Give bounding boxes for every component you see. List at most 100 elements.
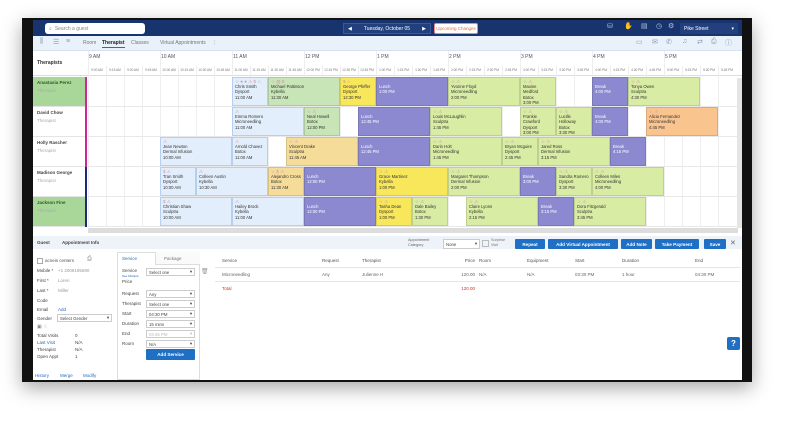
- break-block[interactable]: Break 4:00 PM: [592, 107, 628, 136]
- therapist-row-anastasia-perez[interactable]: Anastasia Perez Therapist: [33, 77, 85, 107]
- prev-day-button[interactable]: ◀: [348, 25, 352, 32]
- appointment-block[interactable]: ⚠ Hailey Brock Kybella 11:00 AM: [232, 197, 304, 226]
- appointment-block[interactable]: ☆ ⚠ Margaret Thompson Dermal Infusion 2:00 …: [448, 167, 520, 196]
- appointment-block[interactable]: ☆ ⚠ Darin Holt Microneedling 1:45 PM: [430, 137, 502, 166]
- add-service-button[interactable]: Add Service: [146, 349, 195, 360]
- therapist-select[interactable]: Select one ▾: [146, 300, 195, 308]
- add-email-link[interactable]: Add: [58, 307, 67, 312]
- chat-icon[interactable]: ▤: [641, 23, 648, 30]
- appointment-block[interactable]: ⚠ Jean Newton Dermal Infusion 10:00 AM: [160, 137, 232, 166]
- appointment-category-select[interactable]: None ▾: [443, 239, 480, 249]
- current-date[interactable]: Tuesday, October 05: [363, 25, 411, 32]
- surprise-visit-checkbox[interactable]: [482, 240, 489, 247]
- list-view-icon[interactable]: ☰: [53, 39, 60, 46]
- break-block[interactable]: Break 3:00 PM: [520, 167, 556, 196]
- settings-icon[interactable]: ⚙: [668, 23, 675, 30]
- transfer-icon[interactable]: ⇄: [697, 39, 703, 46]
- appointment-block[interactable]: $ ⚠ Christian Shaw Sculptra 10:00 AM: [160, 197, 232, 226]
- tab-therapist[interactable]: Therapist: [102, 40, 125, 48]
- therapist-row-madison-george[interactable]: Madison George Therapist: [33, 167, 85, 197]
- phone-icon[interactable]: ✆: [666, 39, 672, 46]
- appointment-block[interactable]: ☆ ⚠ Tonya Owen Sculptra 4:30 PM: [628, 77, 700, 106]
- appointment-block[interactable]: $ ⚠ Tran Smith Dysport 10:00 AM: [160, 167, 196, 196]
- appointment-block[interactable]: ☆ ⚠ Vincent Drake Sculptra 11:45 AM: [286, 137, 358, 166]
- next-day-button[interactable]: ▶: [422, 25, 426, 32]
- appointment-block[interactable]: ☆ ⚠ Jared Ross Dermal Infusion 3:15 PM: [538, 137, 610, 166]
- repeat-button[interactable]: Repeat: [515, 239, 545, 249]
- bell-icon[interactable]: ♫: [682, 38, 688, 45]
- tab-room[interactable]: Room: [83, 40, 97, 46]
- close-icon[interactable]: ✕: [730, 240, 736, 247]
- info-icon[interactable]: ⓘ: [725, 40, 732, 47]
- duration-select[interactable]: 15 mins ▾: [146, 320, 195, 328]
- location-select[interactable]: Pike Street ▾: [680, 23, 738, 34]
- appointment-block[interactable]: ☆ ⚠ Colleen Miles Microneedling 4:00 PM: [592, 167, 664, 196]
- appointment-block[interactable]: ☆ ⚠ Yvonne Floyd Microneedling 2:00 PM: [448, 77, 520, 106]
- star-icon[interactable]: ☆: [43, 324, 48, 330]
- last-name-field[interactable]: Miller: [58, 288, 69, 293]
- appointment-block[interactable]: ☆ ⚠ Frankie Crawford Dysport 3:00 PM: [520, 107, 556, 136]
- therapist-row-david-chow[interactable]: David Chow Therapist: [33, 107, 85, 137]
- lunch-block[interactable]: Lunch 12:45 PM: [358, 107, 430, 136]
- appointment-block[interactable]: ☆ ⚠ Neal Howell Botox 12:00 PM: [304, 107, 340, 136]
- appointment-block[interactable]: ⚠ Arnold Chavez Botox 11:00 AM: [232, 137, 268, 166]
- lunch-block[interactable]: Lunch 12:00 PM: [304, 167, 376, 196]
- guest-search-input[interactable]: ⌕ Search a guest: [45, 23, 145, 34]
- see-multiple-link[interactable]: See Multiple: [122, 274, 139, 278]
- card-icon[interactable]: ▣: [37, 324, 42, 330]
- take-payment-button[interactable]: Take Payment: [655, 239, 699, 249]
- tab-classes[interactable]: Classes: [131, 40, 149, 46]
- tab-guest[interactable]: Guest: [37, 240, 50, 245]
- save-button[interactable]: Save: [704, 239, 726, 249]
- upcoming-changes-button[interactable]: Upcoming Changes: [434, 23, 478, 34]
- request-select[interactable]: Any ▾: [146, 290, 195, 298]
- more-icon[interactable]: ⋮: [212, 40, 217, 46]
- lunch-block[interactable]: Lunch 12:45 PM: [358, 137, 430, 166]
- horizontal-scrollbar[interactable]: [88, 228, 738, 233]
- message-icon[interactable]: ▭: [636, 39, 643, 46]
- company-checkbox[interactable]: [37, 258, 43, 264]
- service-select[interactable]: Select one ▾: [146, 268, 195, 276]
- appointment-block[interactable]: ☆ ⚠ Claire Lyons Kybella 2:15 PM: [466, 197, 538, 226]
- hand-icon[interactable]: ✋: [624, 23, 633, 30]
- tab-appointment-info[interactable]: Appointment Info: [62, 240, 100, 245]
- appointment-block[interactable]: ☆ ⚠ Lucille Holloway Botox 3:30 PM: [556, 107, 592, 136]
- appointment-block[interactable]: ☆ $ ⚠ Alejandro Cross Botox 11:30 AM: [268, 167, 304, 196]
- calendar-money-icon[interactable]: ⛁: [607, 23, 613, 30]
- trash-icon[interactable]: 🗑: [201, 269, 209, 275]
- gender-select[interactable]: Select Gender ▾: [57, 314, 112, 322]
- vertical-scrollbar[interactable]: [737, 78, 742, 228]
- notifications-icon[interactable]: ✉: [652, 39, 658, 46]
- print-icon[interactable]: ⎙: [87, 256, 92, 262]
- appointment-block[interactable]: ☆ ⚠ Bryan Mcguire Dysport 2:45 PM: [502, 137, 538, 166]
- room-select[interactable]: N/A ▾: [146, 340, 195, 348]
- help-button[interactable]: ?: [727, 337, 740, 350]
- break-block[interactable]: Break 4:00 PM: [592, 77, 628, 106]
- break-block[interactable]: Break 3:15 PM: [538, 197, 574, 226]
- appointment-block[interactable]: ☆ ⚠ Dale Bailey Botox 1:30 PM: [412, 197, 448, 226]
- appointment-block[interactable]: $ ☆ George Pfeffer Dysport 12:30 PM: [340, 77, 376, 106]
- columns-view-icon[interactable]: ⫼: [40, 38, 44, 45]
- last-visit-link[interactable]: Last Visit: [37, 340, 56, 345]
- appointment-block[interactable]: ☆ ⚠ Maxine Medford Botox 3:00 PM: [520, 77, 556, 106]
- therapist-row-holly-rascher[interactable]: Holly Rascher Therapist: [33, 137, 85, 167]
- history-link[interactable]: History: [35, 373, 50, 378]
- appointment-block[interactable]: ⚠ Colleen Austin Kybella 10:30 AM: [196, 167, 268, 196]
- compact-view-icon[interactable]: ≡: [66, 38, 71, 45]
- clock-icon[interactable]: ◷: [656, 23, 663, 30]
- add-note-button[interactable]: Add Note: [621, 239, 652, 249]
- appointment-block[interactable]: ☆ ⚠ Sandra Romero Dysport 3:30 PM: [556, 167, 592, 196]
- lunch-block[interactable]: Lunch 1:00 PM: [376, 77, 448, 106]
- appointment-block[interactable]: ☆ ⚠ Alicia Fernandez Microneedling 4:45 PM: [646, 107, 718, 136]
- appointment-block[interactable]: ☆ ▥ $ Michael Pattinson Kybella 11:30 AM: [268, 77, 340, 106]
- appointment-block[interactable]: ☆ ⚠ Tasha Dean Dysport 1:00 PM: [376, 197, 412, 226]
- lunch-block[interactable]: Lunch 12:00 PM: [304, 197, 376, 226]
- appointment-block[interactable]: ☆ ⚠ Louis McLaughlin Sculptra 1:45 PM: [430, 107, 502, 136]
- tab-package[interactable]: Package: [164, 256, 182, 261]
- merge-link[interactable]: Merge: [60, 373, 73, 378]
- appointment-block[interactable]: ☆ ⚠ Dora Fitzgerald Sculptra 3:45 PM: [574, 197, 646, 226]
- break-block[interactable]: Break 4:15 PM: [610, 137, 646, 166]
- appointment-block[interactable]: ☆ ● ● ⚠ $ ☆ Chris Smith Dysport 11:00 AM: [232, 77, 268, 106]
- appointment-block[interactable]: ☆ ⚠ Grace Martinez Kybella 1:00 PM: [376, 167, 448, 196]
- print-icon[interactable]: ⎙: [711, 38, 717, 45]
